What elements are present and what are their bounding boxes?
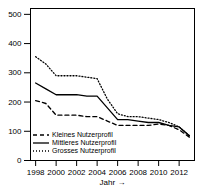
html-text:Kleines Nutzerprofil: Kleines Nutzerprofil — [52, 131, 113, 138]
svg-text:2006: 2006 — [109, 168, 127, 177]
svg-text:0: 0 — [17, 156, 22, 165]
html-text:Mittleres Nutzerprofil: Mittleres Nutzerprofil — [52, 139, 117, 146]
svg-text:500: 500 — [8, 10, 22, 19]
html-text:Grosses Nutzerprofil: Grosses Nutzerprofil — [52, 147, 116, 154]
svg-text:2004: 2004 — [88, 168, 106, 177]
svg-text:100: 100 — [8, 127, 22, 136]
svg-text:2012: 2012 — [170, 168, 188, 177]
svg-text:2010: 2010 — [150, 168, 168, 177]
svg-text:300: 300 — [8, 68, 22, 77]
svg-text:400: 400 — [8, 39, 22, 48]
svg-text:2002: 2002 — [68, 168, 86, 177]
svg-text:2000: 2000 — [47, 168, 65, 177]
svg-text:1998: 1998 — [27, 168, 45, 177]
svg-text:200: 200 — [8, 98, 22, 107]
svg-text:2008: 2008 — [129, 168, 147, 177]
svg-text:Jahr →: Jahr → — [100, 178, 126, 187]
